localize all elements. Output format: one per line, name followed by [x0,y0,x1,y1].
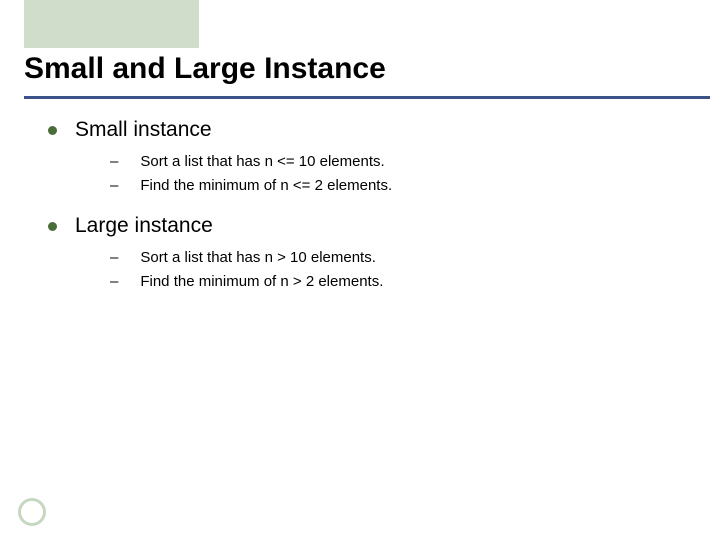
bullet-level1: Small instance [48,118,680,142]
level2-text: Find the minimum of n > 2 elements. [140,272,383,292]
level1-text: Small instance [75,118,212,142]
disc-bullet-icon [48,126,57,135]
level2-text: Find the minimum of n <= 2 elements. [140,176,392,196]
dash-bullet-icon: – [110,272,118,292]
sub-bullet-group: – Sort a list that has n > 10 elements. … [110,248,680,292]
dash-bullet-icon: – [110,248,118,268]
title-underline [24,96,710,99]
bullet-level2: – Sort a list that has n > 10 elements. [110,248,680,268]
dash-bullet-icon: – [110,176,118,196]
dash-bullet-icon: – [110,152,118,172]
footer-ring-icon [18,498,46,526]
level1-text: Large instance [75,214,213,238]
bullet-level1: Large instance [48,214,680,238]
level2-text: Sort a list that has n <= 10 elements. [140,152,384,172]
level2-text: Sort a list that has n > 10 elements. [140,248,376,268]
bullet-level2: – Find the minimum of n > 2 elements. [110,272,680,292]
disc-bullet-icon [48,222,57,231]
bullet-level2: – Sort a list that has n <= 10 elements. [110,152,680,172]
slide-title: Small and Large Instance [24,52,386,86]
sub-bullet-group: – Sort a list that has n <= 10 elements.… [110,152,680,196]
slide-content: Small instance – Sort a list that has n … [48,118,680,310]
bullet-level2: – Find the minimum of n <= 2 elements. [110,176,680,196]
header-accent-block [24,0,199,48]
